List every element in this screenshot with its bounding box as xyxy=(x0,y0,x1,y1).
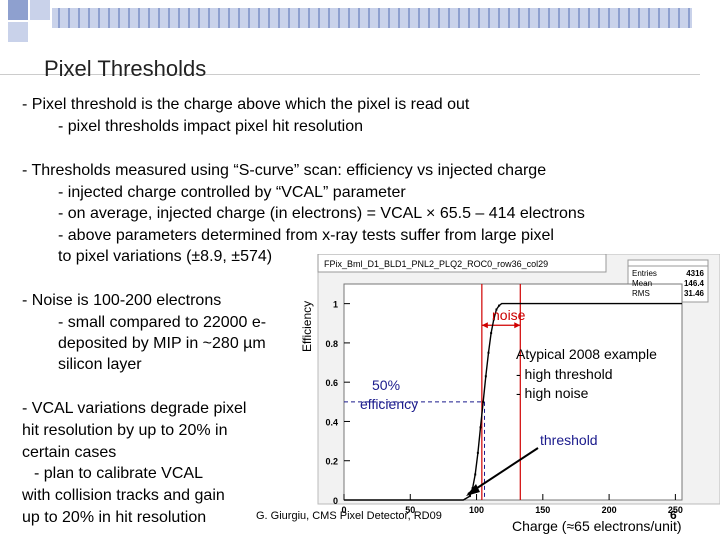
bullet-vcal-variations: - VCAL variations degrade pixel xyxy=(22,400,247,417)
bullet-charge-formula: - on average, injected charge (in electr… xyxy=(58,205,585,222)
bullet-certain-cases: certain cases xyxy=(22,444,117,461)
s-curve-point xyxy=(468,495,471,498)
x-tick-label: 0 xyxy=(341,505,346,515)
bullet-hit-resolution: up to 20% in hit resolution xyxy=(22,509,207,526)
histogram-title: FPix_Bml_D1_BLD1_PNL2_PLQ2_ROC0_row36_co… xyxy=(324,259,548,269)
noise-arrowhead-right xyxy=(514,322,521,329)
efficiency-annotation: efficiency xyxy=(360,396,419,412)
x-tick-label: 150 xyxy=(535,505,550,515)
bullet-plan-calibrate: - plan to calibrate VCAL xyxy=(34,465,203,482)
noise-arrowhead-left xyxy=(481,322,488,329)
high-threshold-annotation: - high threshold xyxy=(516,366,613,382)
s-curve-point xyxy=(484,375,487,378)
x-tick-label: 50 xyxy=(405,505,415,515)
y-tick-label: 0.8 xyxy=(325,339,338,349)
stats-value: 31.46 xyxy=(684,289,705,298)
s-curve-point xyxy=(479,426,482,429)
x-tick-label: 200 xyxy=(602,505,617,515)
chart-x-axis-label: Charge (≈65 electrons/unit) xyxy=(512,518,682,534)
y-tick-label: 0.4 xyxy=(325,417,338,427)
bullet-collision-tracks: with collision tracks and gain xyxy=(22,487,225,504)
high-noise-annotation: - high noise xyxy=(516,385,589,401)
bullet-pixel-variations: to pixel variations (±8.9, ±574) xyxy=(58,248,273,265)
page-number: 6 xyxy=(670,508,677,522)
y-tick-label: 0.6 xyxy=(325,378,338,388)
s-curve-point xyxy=(492,318,495,321)
threshold-annotation: threshold xyxy=(540,432,598,448)
s-curve-point xyxy=(487,351,490,354)
x-tick-label: 100 xyxy=(469,505,484,515)
bullet-vcal: - injected charge controlled by “VCAL” p… xyxy=(58,184,406,201)
s-curve-point xyxy=(495,308,498,311)
bullet-xray-tests: - above parameters determined from x-ray… xyxy=(58,227,554,244)
bullet-resolution-impact: - pixel thresholds impact pixel hit reso… xyxy=(58,118,364,135)
example-annotation: Atypical 2008 example xyxy=(516,346,657,362)
stats-label: Mean xyxy=(632,279,652,288)
bullet-noise: - Noise is 100-200 electrons xyxy=(22,292,222,309)
stats-label: Entries xyxy=(632,269,657,278)
stats-value: 146.4 xyxy=(684,279,705,288)
noise-annotation: noise xyxy=(492,307,526,323)
histogram-title-box xyxy=(317,253,607,273)
s-curve-point xyxy=(474,473,477,476)
stats-label: RMS xyxy=(632,289,650,298)
bullet-small-compared: - small compared to 22000 e- xyxy=(58,314,267,331)
s-curve-point xyxy=(498,304,501,307)
bullet-mip: deposited by MIP in ~280 µm xyxy=(58,335,266,352)
footer-credit: G. Giurgiu, CMS Pixel Detector, RD09 xyxy=(256,510,442,522)
stats-value: 4316 xyxy=(686,269,704,278)
page-title: Pixel Thresholds xyxy=(44,56,207,81)
y-tick-label: 0 xyxy=(333,496,338,506)
y-tick-label: 1 xyxy=(333,300,338,310)
bullet-vcal-resolution: hit resolution by up to 20% in xyxy=(22,422,228,439)
y-tick-label: 0.2 xyxy=(325,457,338,467)
fifty-percent-annotation: 50% xyxy=(372,377,401,393)
s-curve-point xyxy=(471,487,474,490)
s-curve-point xyxy=(476,451,479,454)
s-curve-point xyxy=(490,332,493,335)
bullet-silicon: silicon layer xyxy=(58,356,142,373)
s-curve-point xyxy=(482,400,485,403)
bullet-threshold-definition: - Pixel threshold is the charge above wh… xyxy=(22,96,470,113)
x-tick-label: 250 xyxy=(668,505,683,515)
bullet-scurve: - Thresholds measured using “S-curve” sc… xyxy=(22,162,547,179)
